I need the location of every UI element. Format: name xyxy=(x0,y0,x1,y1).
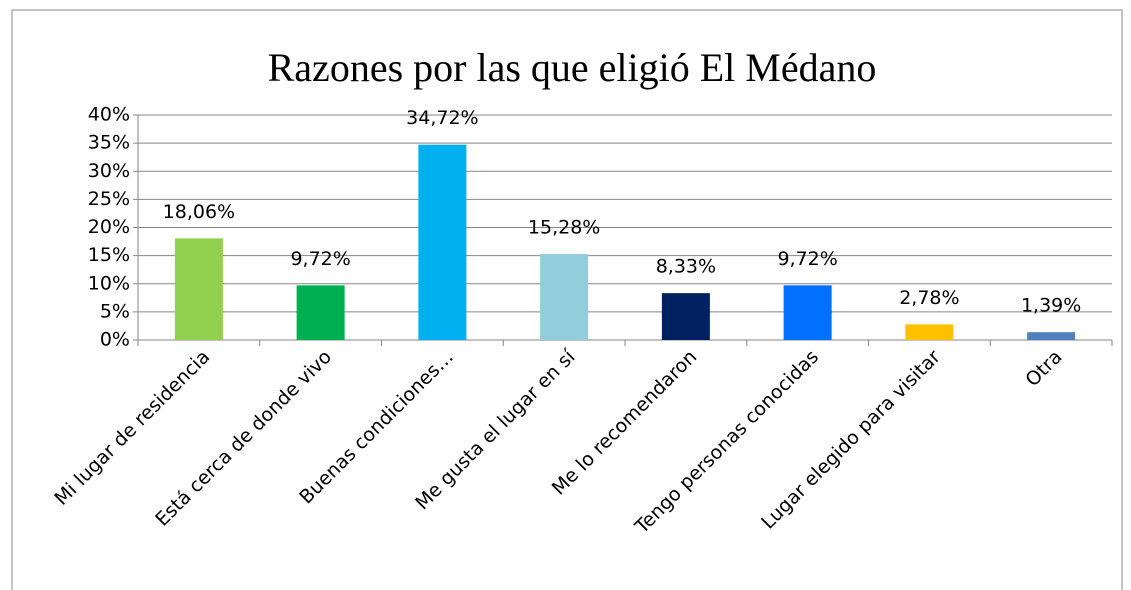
y-tick-label: 5% xyxy=(100,300,130,322)
bar xyxy=(1027,332,1076,340)
data-label: 18,06% xyxy=(163,201,235,223)
bar xyxy=(905,324,954,340)
y-tick-label: 25% xyxy=(88,188,130,210)
y-tick-label: 30% xyxy=(88,160,130,182)
data-label: 9,72% xyxy=(290,248,350,270)
y-tick-label: 0% xyxy=(100,329,130,351)
y-tick-label: 15% xyxy=(88,244,130,266)
y-tick-label: 35% xyxy=(88,132,130,154)
chart-title: Razones por las que eligió El Médano xyxy=(268,45,877,90)
y-tick-label: 10% xyxy=(88,272,130,294)
data-label: 1,39% xyxy=(1021,295,1081,317)
data-label: 15,28% xyxy=(528,217,600,239)
data-label: 34,72% xyxy=(406,107,478,129)
data-label: 8,33% xyxy=(656,256,716,278)
bar xyxy=(540,254,589,340)
bar xyxy=(174,238,223,340)
bar xyxy=(418,144,467,340)
bar xyxy=(783,285,832,340)
bar xyxy=(296,285,345,340)
data-label: 9,72% xyxy=(777,248,837,270)
y-tick-label: 40% xyxy=(88,104,130,126)
data-label: 2,78% xyxy=(899,287,959,309)
y-tick-label: 20% xyxy=(88,216,130,238)
bar xyxy=(661,293,710,340)
x-tick-label: Otra xyxy=(1021,346,1066,391)
chart-frame xyxy=(11,9,1123,590)
